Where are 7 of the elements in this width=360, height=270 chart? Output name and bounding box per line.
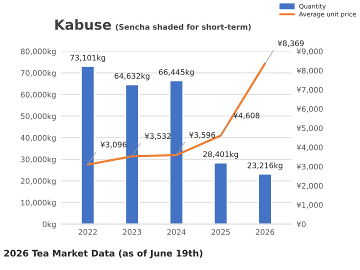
bar <box>80 66 96 224</box>
bar <box>258 173 272 224</box>
bar <box>169 80 184 224</box>
text: 2026 Tea Market Data (as of June 19th) <box>4 250 202 258</box>
bar <box>124 84 140 224</box>
chart-title: Kabuse <box>55 19 111 30</box>
bar <box>213 162 228 224</box>
